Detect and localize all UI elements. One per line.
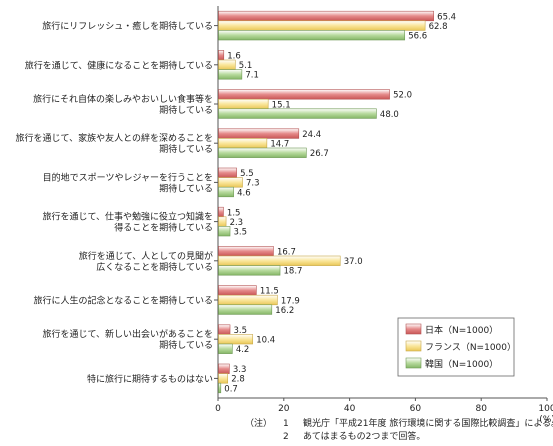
bar-korea [218, 30, 406, 41]
bar-france [218, 138, 268, 149]
category-label: 広くなることを期待している [96, 261, 213, 273]
legend-label-japan: 日本（N=1000） [425, 324, 498, 336]
category-label: 旅行を通じて、健康になることを期待している [25, 59, 213, 71]
data-label-japan: 3.3 [233, 365, 247, 375]
data-label-france: 15.1 [272, 100, 291, 110]
data-label-france: 17.9 [281, 296, 300, 306]
data-label-korea: 18.7 [284, 267, 303, 277]
data-label-korea: 4.6 [237, 188, 251, 198]
category-label: 目的地でスポーツやレジャーを行うことを [43, 171, 213, 183]
bar-korea [218, 382, 222, 394]
bar-japan [218, 206, 224, 218]
category-label: 旅行に人生の記念となることを期待している [34, 295, 213, 307]
bar-france [218, 294, 278, 306]
bar-japan [218, 128, 300, 139]
bar-france [218, 177, 243, 188]
legend-label-france: フランス（N=1000） [425, 342, 516, 353]
data-label-korea: 4.2 [236, 345, 250, 355]
bar-france [218, 59, 236, 70]
category-label: 旅行を通じて、新しい出会いがあることを [42, 328, 213, 340]
data-label-japan: 65.4 [437, 12, 456, 22]
data-label-japan: 11.5 [260, 287, 279, 297]
bar-france [218, 255, 341, 266]
x-tick-label: 40 [344, 404, 356, 414]
data-label-korea: 26.7 [310, 149, 329, 159]
bar-korea [218, 226, 231, 237]
category-label: 期待している [159, 143, 213, 155]
legend-swatch-korea [405, 357, 422, 369]
bar-japan [218, 246, 274, 257]
category-label: 期待している [159, 182, 213, 194]
data-label-japan: 1.5 [227, 208, 241, 218]
data-label-korea: 3.5 [234, 228, 248, 238]
bar-japan [218, 363, 230, 374]
category-label: 旅行を通じて、仕事や勉強に役立つ知識を [42, 211, 213, 223]
category-label: 旅行を通じて、人としての見聞が [79, 250, 213, 262]
x-tick-label: 20 [278, 404, 290, 414]
data-label-korea: 0.7 [224, 384, 238, 394]
category-label: 旅行にそれ自体の楽しみやおいしい食事等を [33, 93, 213, 105]
note-1-text: 観光庁「平成21年度 旅行環境に関する国際比較調査」による。 [303, 419, 553, 429]
legend-swatch-france [405, 340, 422, 352]
data-label-france: 2.8 [231, 375, 245, 385]
bar-korea [218, 265, 281, 276]
bar-france [218, 216, 227, 227]
data-label-japan: 1.6 [227, 52, 241, 62]
category-label: 得ることを期待している [114, 222, 213, 234]
data-label-france: 10.4 [256, 336, 275, 346]
bar-france [218, 334, 254, 345]
bar-france [218, 373, 229, 384]
data-label-korea: 7.1 [245, 71, 259, 81]
bar-japan [218, 324, 231, 335]
bar-korea [218, 108, 377, 119]
data-label-france: 62.8 [429, 22, 448, 32]
bar-japan [218, 167, 237, 178]
data-label-japan: 3.5 [234, 326, 248, 336]
data-label-france: 2.3 [230, 218, 244, 228]
x-tick-label: 60 [410, 404, 422, 414]
x-tick-label: 0 [215, 404, 221, 414]
data-label-korea: 56.6 [408, 32, 427, 42]
bar-korea [218, 147, 307, 158]
plot-area: 旅行にリフレッシュ・癒しを期待している 65.462.856.6 旅行を通じて、健康… [16, 6, 553, 425]
data-label-france: 7.3 [246, 179, 260, 189]
bar-japan [218, 50, 225, 61]
data-label-japan: 52.0 [393, 91, 412, 101]
bar-korea [218, 343, 233, 354]
category-label: 旅行を通じて、家族や友人との絆を深めることを [16, 132, 213, 144]
data-label-japan: 16.7 [277, 248, 296, 258]
x-tick-label: 80 [475, 404, 487, 414]
bar-france [218, 20, 426, 31]
data-label-korea: 48.0 [380, 110, 399, 120]
legend-swatch-japan [405, 323, 422, 335]
note-1-number: 1 [283, 419, 289, 429]
x-unit-label: (%) [539, 415, 553, 425]
bar-korea [218, 186, 234, 198]
data-label-japan: 5.5 [240, 169, 254, 179]
bar-france [218, 98, 269, 110]
category-label: 旅行にリフレッシュ・癒しを期待している [42, 20, 213, 32]
bar-japan [218, 89, 390, 100]
data-label-japan: 24.4 [302, 130, 321, 140]
category-label: 期待している [159, 104, 213, 116]
bar-korea [218, 304, 273, 315]
note-2-text: あてはまるもの2つまで回答。 [303, 432, 426, 442]
data-label-france: 14.7 [270, 140, 289, 150]
bar-japan [218, 285, 257, 296]
note-label: （注） [245, 419, 273, 429]
bar-korea [218, 69, 243, 80]
category-label: 期待している [159, 339, 213, 351]
data-label-france: 37.0 [344, 257, 363, 267]
data-label-france: 5.1 [239, 61, 253, 71]
x-tick-label: 100 [538, 404, 553, 414]
data-label-korea: 16.2 [275, 306, 294, 316]
bar-japan [218, 10, 434, 22]
legend-label-korea: 韓国（N=1000） [425, 359, 498, 370]
note-2-number: 2 [283, 432, 289, 442]
category-label: 特に旅行に期待するものはない [87, 373, 213, 385]
